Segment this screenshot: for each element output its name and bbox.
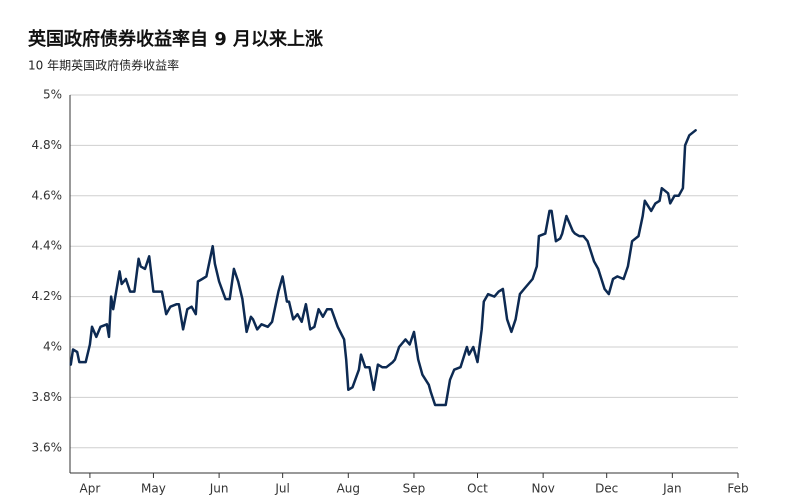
x-tick-label: Apr [80,482,101,496]
y-tick-label: 4.8% [32,138,63,152]
y-tick-label: 5% [43,88,62,102]
x-tick-label: Aug [337,482,360,496]
x-tick-label: Feb [727,482,748,496]
y-tick-label: 3.6% [32,440,63,454]
y-tick-label: 4.6% [32,188,63,202]
y-tick-label: 4.4% [32,239,63,253]
y-tick-label: 4.2% [32,289,63,303]
y-tick-label: 4% [43,340,62,354]
x-tick-label: Oct [467,482,488,496]
chart-title: 英国政府债券收益率自 9 月以来上涨 [27,28,323,50]
y-tick-label: 3.8% [32,390,63,404]
x-tick-label: Jan [662,482,682,496]
x-tick-label: May [141,482,166,496]
x-tick-label: Dec [595,482,618,496]
x-tick-label: Nov [531,482,554,496]
x-tick-label: Jun [209,482,229,496]
x-tick-label: Sep [403,482,426,496]
chart-subtitle: 10 年期英国政府债券收益率 [28,58,179,73]
x-tick-label: Jul [274,482,289,496]
line [69,129,697,407]
